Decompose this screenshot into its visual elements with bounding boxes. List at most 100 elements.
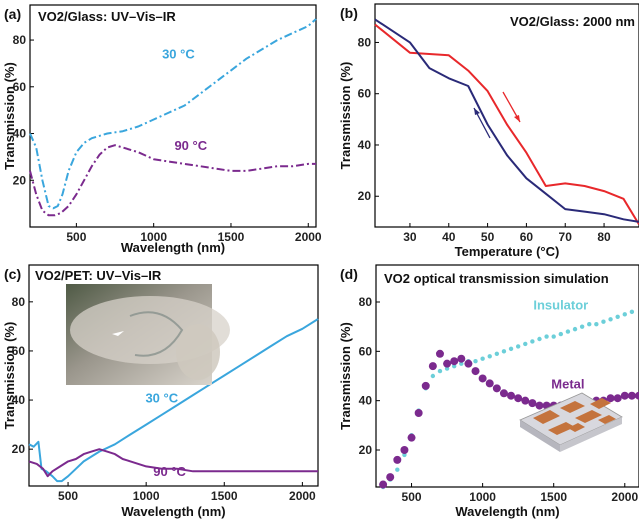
series-label: Metal bbox=[551, 376, 584, 391]
x-tick-label: 50 bbox=[481, 230, 495, 244]
data-point-metal bbox=[464, 359, 473, 368]
data-point-insulator bbox=[572, 326, 578, 332]
x-tick-label: 1500 bbox=[211, 489, 238, 503]
y-tick-label: 40 bbox=[359, 394, 373, 408]
data-point-insulator bbox=[494, 351, 500, 356]
data-point-metal bbox=[457, 354, 466, 363]
data-point-metal bbox=[414, 409, 423, 417]
data-point-insulator bbox=[508, 346, 514, 352]
data-point-insulator bbox=[629, 309, 635, 315]
series-label: 90 °C bbox=[174, 138, 207, 153]
x-tick-label: 500 bbox=[66, 230, 86, 244]
data-point-metal bbox=[492, 384, 501, 393]
data-point-insulator bbox=[473, 359, 478, 364]
y-tick-label: 80 bbox=[12, 295, 26, 309]
plot-frame bbox=[375, 264, 639, 488]
x-tick-label: 1500 bbox=[218, 230, 245, 244]
x-tick-label: 1000 bbox=[133, 489, 160, 503]
pet-film-photo-inset bbox=[66, 284, 230, 385]
data-point-insulator bbox=[558, 331, 564, 337]
data-point-metal bbox=[407, 433, 416, 442]
data-point-insulator bbox=[487, 354, 492, 359]
series-line-0 bbox=[29, 18, 317, 210]
x-tick-label: 1000 bbox=[469, 490, 496, 504]
x-tick-label: 70 bbox=[559, 230, 573, 244]
data-point-insulator bbox=[579, 324, 585, 329]
data-point-metal bbox=[627, 391, 636, 400]
data-point-insulator bbox=[615, 314, 620, 319]
data-point-metal bbox=[443, 359, 452, 368]
plot-frame bbox=[374, 3, 639, 228]
data-point-metal bbox=[485, 379, 494, 388]
x-tick-label: 500 bbox=[402, 490, 422, 504]
data-point-insulator bbox=[608, 317, 613, 322]
x-tick-label: 60 bbox=[520, 230, 534, 244]
data-point-metal bbox=[613, 394, 622, 403]
data-point-insulator bbox=[544, 334, 549, 339]
series-label: 30 °C bbox=[145, 391, 178, 406]
series-line-1 bbox=[28, 448, 318, 478]
data-point-insulator bbox=[480, 356, 485, 361]
panel-title: VO2/Glass: 2000 nm bbox=[510, 14, 635, 29]
data-point-insulator bbox=[523, 341, 528, 347]
data-point-insulator bbox=[501, 349, 507, 354]
y-tick-label: 60 bbox=[358, 87, 372, 101]
y-tick-label: 60 bbox=[359, 344, 373, 358]
y-axis-label: Transmission (%) bbox=[2, 322, 17, 430]
series-label: 90 °C bbox=[153, 464, 186, 479]
panel-label: (a) bbox=[4, 6, 21, 22]
panel-c: 500 1000 1500 2000 20 40 60 80 Wavelength (nm) Tr… bbox=[2, 264, 319, 519]
data-point-insulator bbox=[601, 319, 606, 324]
x-axis-label: Wavelength (nm) bbox=[121, 240, 225, 255]
data-point-metal bbox=[499, 389, 508, 398]
x-axis-label: Wavelength (nm) bbox=[121, 504, 225, 519]
data-point-metal bbox=[606, 394, 615, 403]
panel-d: 500 1000 1500 2000 20 40 60 80 Wavelength (nm) Tr… bbox=[338, 264, 639, 519]
plot-frame bbox=[28, 264, 319, 487]
y-tick-label: 60 bbox=[13, 80, 27, 94]
x-tick-label: 2000 bbox=[289, 489, 316, 503]
panel-title: VO2/PET: UV–Vis–IR bbox=[35, 268, 162, 283]
data-point-metal bbox=[514, 394, 523, 403]
data-point-metal bbox=[379, 480, 388, 489]
x-tick-label: 1000 bbox=[140, 230, 167, 244]
series-line-0 bbox=[374, 23, 639, 225]
data-point-metal bbox=[507, 391, 516, 400]
panel-label: (c) bbox=[4, 266, 21, 282]
series-line-1 bbox=[374, 18, 639, 223]
data-point-metal bbox=[620, 391, 629, 400]
x-tick-label: 500 bbox=[58, 489, 78, 503]
panel-label: (b) bbox=[340, 5, 358, 21]
y-tick-label: 40 bbox=[13, 127, 27, 141]
y-axis-label: Transmission (%) bbox=[338, 62, 353, 170]
data-point-metal bbox=[435, 349, 444, 358]
x-tick-label: 30 bbox=[403, 230, 417, 244]
y-tick-label: 20 bbox=[13, 173, 27, 187]
plot-frame bbox=[29, 4, 317, 228]
x-axis-label: Wavelength (nm) bbox=[455, 504, 559, 519]
x-tick-label: 40 bbox=[442, 230, 456, 244]
data-point-metal bbox=[471, 367, 480, 376]
x-axis-label: Temperature (°C) bbox=[455, 244, 560, 259]
data-point-metal bbox=[528, 399, 537, 408]
heating-arrowhead bbox=[514, 115, 520, 122]
x-tick-label: 80 bbox=[597, 230, 611, 244]
panel-a: 500 1000 1500 2000 20 40 60 80 Wavelength (nm) Tr… bbox=[2, 4, 322, 255]
data-point-metal bbox=[393, 455, 402, 464]
x-tick-label: 2000 bbox=[611, 490, 638, 504]
data-point-insulator bbox=[587, 322, 592, 327]
panel-title: VO2/Glass: UV–Vis–IR bbox=[38, 9, 176, 24]
data-point-metal bbox=[450, 357, 459, 366]
data-point-insulator bbox=[565, 329, 571, 334]
y-tick-label: 80 bbox=[13, 33, 27, 47]
data-point-metal bbox=[421, 381, 430, 390]
y-axis-label: Transmission (%) bbox=[2, 62, 17, 170]
y-tick-label: 40 bbox=[358, 138, 372, 152]
y-tick-label: 20 bbox=[358, 189, 372, 203]
cooling-arrowhead bbox=[474, 108, 480, 115]
vo2-device-schematic-inset bbox=[519, 392, 623, 452]
series-label: 30 °C bbox=[162, 47, 195, 62]
data-point-insulator bbox=[530, 339, 535, 344]
y-axis-label: Transmission (%) bbox=[338, 322, 353, 430]
